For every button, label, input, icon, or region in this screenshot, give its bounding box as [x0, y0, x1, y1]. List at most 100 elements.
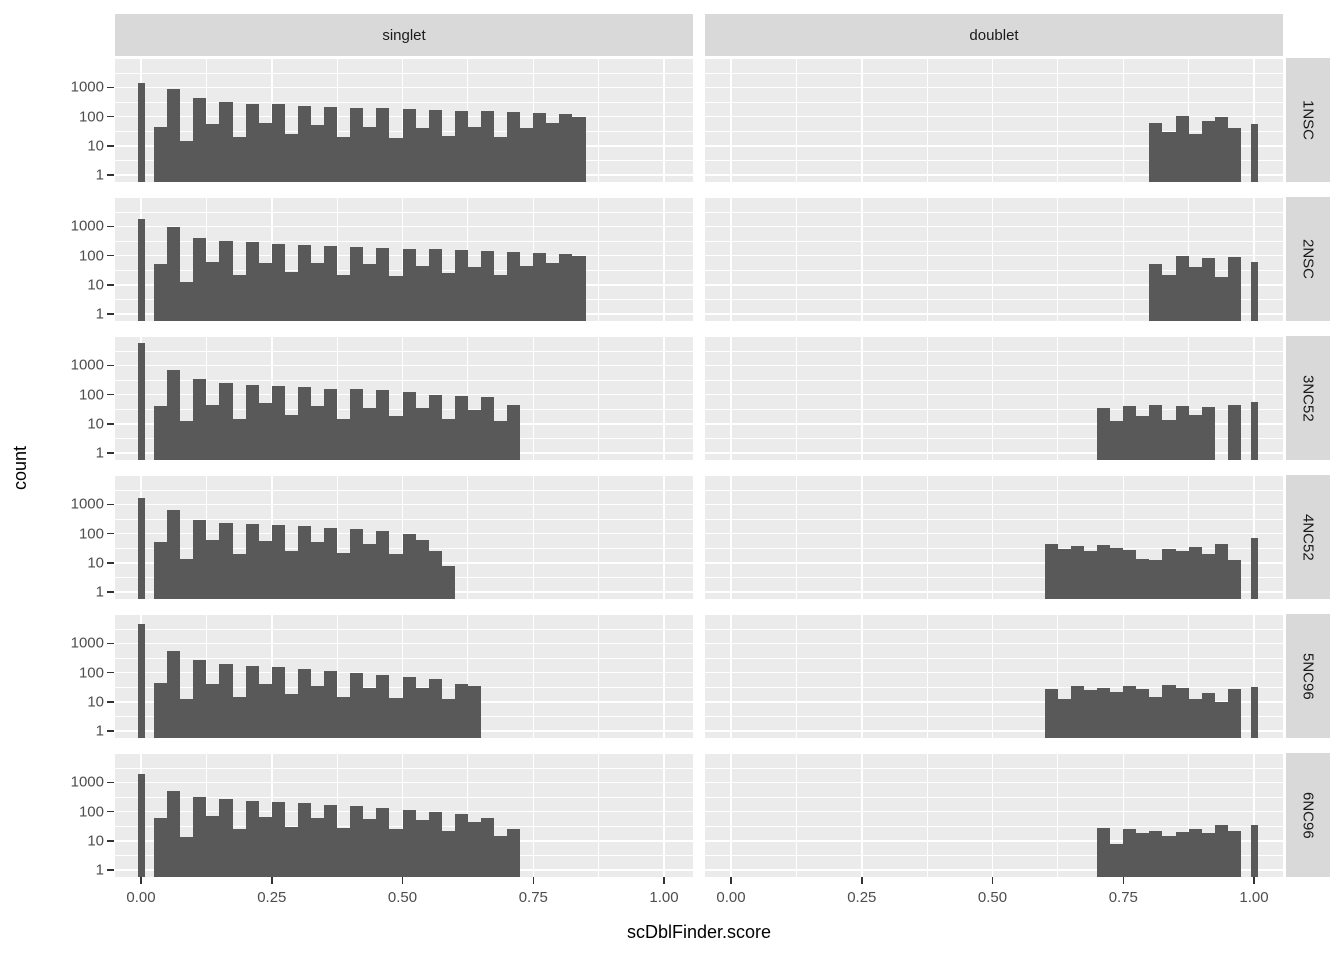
histogram-bar [1227, 404, 1241, 460]
y-tick-label: 10 [87, 693, 104, 711]
histogram-bar [480, 250, 495, 321]
histogram-bar [154, 542, 168, 599]
histogram-bar [206, 540, 220, 599]
y-tick-label: 1 [95, 583, 104, 601]
gridline-major-y [115, 225, 693, 228]
gridline-minor-x [1188, 336, 1190, 460]
histogram-bar [1201, 257, 1215, 321]
y-tick-label: 100 [78, 803, 104, 821]
gridline-major-x [1253, 753, 1255, 877]
histogram-bar [219, 240, 233, 321]
gridline-minor-x [598, 475, 600, 599]
histogram-bar [271, 243, 285, 321]
histogram-bar [297, 387, 311, 460]
gridline-major-x [861, 475, 863, 599]
histogram-bar [494, 421, 508, 460]
histogram-bar [1188, 267, 1202, 321]
histogram-bar [337, 552, 351, 599]
histogram-bar [454, 110, 468, 182]
gridline-minor-x [598, 336, 600, 460]
histogram-bar [1214, 701, 1228, 738]
histogram-spike-bar [1250, 538, 1258, 599]
histogram-bar [180, 558, 194, 599]
histogram-bar [389, 697, 403, 738]
histogram-bar [310, 263, 325, 321]
gridline-major-y [705, 58, 1283, 59]
gridline-major-x [663, 58, 665, 182]
gridline-minor-x [926, 753, 928, 877]
gridline-minor-y [115, 658, 693, 659]
histogram-bar [441, 699, 455, 738]
histogram-bar [154, 682, 168, 738]
histogram-bar [1110, 843, 1124, 877]
x-tick-label: 1.00 [1239, 889, 1269, 906]
histogram-bar [480, 818, 495, 877]
gridline-minor-y [705, 409, 1283, 411]
histogram-bar [1201, 121, 1215, 182]
histogram-bar [363, 819, 377, 877]
gridline-major-x [1122, 58, 1124, 182]
panel-6NC96-doublet [705, 753, 1283, 877]
histogram-bar [546, 123, 560, 182]
histogram-bar [363, 543, 377, 599]
gridline-minor-x [598, 614, 600, 738]
gridline-minor-x [205, 614, 207, 738]
gridline-major-x [861, 336, 863, 460]
gridline-minor-y [705, 797, 1283, 798]
gridline-minor-x [467, 197, 469, 321]
histogram-bar [180, 836, 194, 877]
histogram-bar [1044, 543, 1058, 599]
histogram-bar [389, 829, 403, 877]
histogram-bar [193, 659, 207, 738]
histogram-bar [1175, 687, 1189, 738]
histogram-bar [245, 801, 259, 877]
facet-strip-right-4NC52: 4NC52 [1286, 475, 1330, 599]
histogram-bar [376, 808, 390, 877]
gridline-major-y [115, 781, 693, 784]
y-tick-mark [107, 730, 114, 732]
gridline-minor-x [795, 197, 797, 321]
histogram-bar [350, 529, 364, 599]
histogram-bar [232, 554, 246, 599]
histogram-bar [1175, 551, 1189, 599]
gridline-minor-x [926, 614, 928, 738]
gridline-major-y [115, 614, 693, 615]
histogram-bar [206, 816, 220, 877]
histogram-bar [467, 409, 481, 460]
y-tick-mark [107, 642, 114, 645]
gridline-minor-x [467, 753, 469, 877]
gridline-major-y [705, 562, 1283, 564]
histogram-bar [402, 109, 416, 182]
histogram-bar [258, 817, 272, 877]
histogram-bar [1227, 830, 1241, 877]
y-tick-mark [107, 671, 114, 674]
histogram-bar [441, 418, 455, 460]
histogram-bar [271, 104, 285, 182]
gridline-minor-y [705, 270, 1283, 272]
x-tick-mark [401, 877, 404, 884]
x-tick-label: 0.00 [716, 889, 746, 906]
histogram-bar [167, 227, 181, 321]
histogram-bar [350, 673, 364, 738]
gridline-major-x [1122, 197, 1124, 321]
histogram-bar [258, 263, 272, 321]
x-tick-label: 0.25 [257, 889, 287, 906]
gridline-minor-y [115, 102, 693, 103]
x-tick-label: 0.50 [977, 889, 1008, 906]
gridline-minor-x [467, 614, 469, 738]
histogram-bar [193, 98, 207, 182]
y-axis-title: count [10, 445, 30, 490]
histogram-bar [1136, 688, 1150, 738]
gridline-minor-y [705, 72, 1283, 74]
histogram-bar [1188, 415, 1202, 460]
gridline-major-x [991, 336, 994, 460]
histogram-bar [1201, 554, 1215, 599]
gridline-minor-x [1057, 475, 1059, 599]
histogram-bar [389, 138, 403, 182]
histogram-bar [154, 264, 168, 321]
facet-strip-right-1NSC: 1NSC [1286, 58, 1330, 182]
histogram-bar [154, 818, 168, 877]
histogram-spike-bar [137, 342, 145, 460]
histogram-bar [232, 418, 246, 460]
facet-strip-label: 6NC96 [1299, 791, 1317, 839]
